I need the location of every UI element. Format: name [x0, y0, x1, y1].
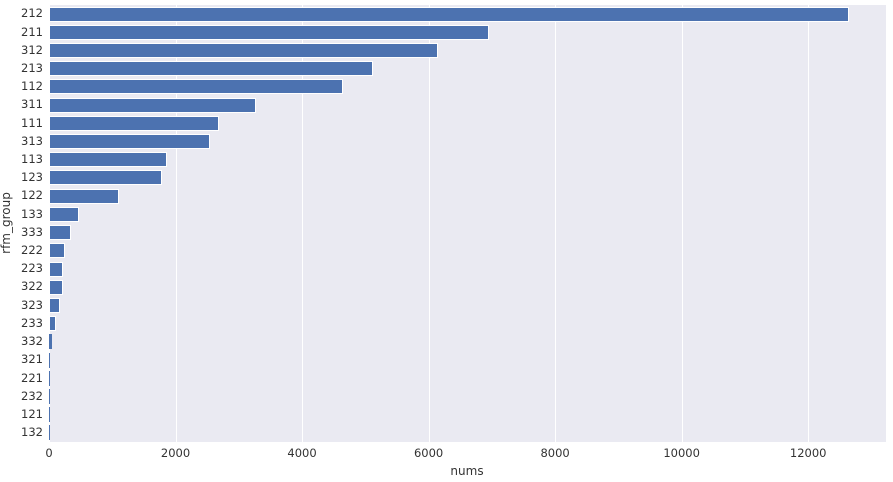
y-tick-label-222: 222	[21, 243, 43, 258]
y-tick-label-213: 213	[21, 60, 43, 75]
bar-113	[49, 152, 168, 168]
bar-223	[49, 261, 64, 277]
bar-312	[49, 43, 439, 59]
y-tick-label-122: 122	[21, 188, 43, 203]
y-tick-label-223: 223	[21, 261, 43, 276]
gridline-x-0	[49, 5, 50, 442]
y-tick-label-323: 323	[21, 297, 43, 312]
x-tick-label-0: 0	[45, 446, 53, 460]
bar-132	[49, 425, 50, 441]
y-tick-label-321: 321	[21, 352, 43, 367]
y-tick-label-113: 113	[21, 152, 43, 166]
x-tick-label-2000: 2000	[160, 446, 191, 460]
x-tick-label-4000: 4000	[287, 446, 317, 460]
x-axis-title: nums	[450, 464, 484, 478]
bar-323	[49, 297, 61, 313]
y-tick-label-111: 111	[21, 115, 43, 130]
bar-133	[49, 206, 80, 222]
y-tick-label-333: 333	[21, 224, 43, 239]
bar-322	[49, 279, 63, 295]
bar-233	[49, 316, 56, 332]
y-tick-label-121: 121	[21, 406, 43, 421]
bar-221	[49, 370, 50, 386]
bar-311	[49, 97, 256, 113]
bar-212	[49, 6, 850, 22]
y-tick-label-332: 332	[21, 334, 43, 349]
y-tick-label-233: 233	[21, 315, 43, 330]
y-tick-label-312: 312	[21, 42, 43, 57]
y-tick-label-311: 311	[21, 97, 43, 112]
bar-111	[49, 115, 219, 131]
bar-222	[49, 243, 65, 259]
bar-313	[49, 134, 210, 150]
x-tick-label-12000: 12000	[789, 446, 827, 460]
x-tick-label-8000: 8000	[540, 446, 570, 460]
bar-332	[49, 334, 52, 350]
bar-123	[49, 170, 163, 186]
gridline-x-4000	[302, 5, 304, 442]
bar-211	[49, 24, 489, 40]
y-tick-label-132: 132	[21, 425, 43, 440]
x-tick-label-10000: 10000	[663, 446, 700, 460]
bar-122	[49, 188, 120, 204]
bar-121	[49, 407, 50, 423]
y-tick-label-212: 212	[21, 6, 43, 21]
x-tick-label-6000: 6000	[413, 446, 444, 460]
y-tick-label-232: 232	[21, 388, 43, 403]
plot-area	[49, 5, 886, 442]
y-tick-label-123: 123	[21, 170, 43, 185]
bar-321	[49, 352, 50, 368]
gridline-x-8000	[555, 5, 557, 442]
gridline-x-2000	[175, 5, 177, 442]
bar-213	[49, 61, 373, 77]
bar-333	[49, 225, 72, 241]
y-tick-label-211: 211	[21, 24, 43, 39]
bar-112	[49, 79, 343, 95]
gridline-x-10000	[681, 5, 683, 442]
gridline-x-6000	[428, 5, 430, 442]
y-tick-label-112: 112	[21, 79, 43, 94]
gridline-x-12000	[808, 5, 810, 442]
y-tick-label-313: 313	[21, 133, 43, 148]
y-tick-label-133: 133	[21, 206, 43, 221]
y-tick-label-322: 322	[21, 279, 43, 294]
y-tick-label-221: 221	[21, 370, 43, 385]
bar-232	[49, 388, 50, 404]
